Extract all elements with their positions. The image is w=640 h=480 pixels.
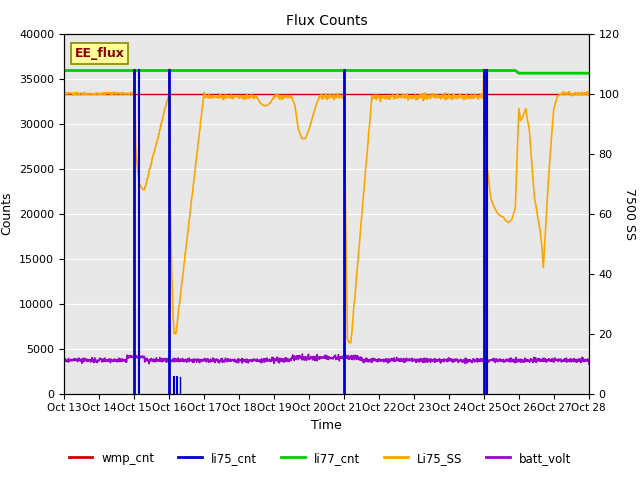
Y-axis label: 7500 SS: 7500 SS (623, 188, 636, 240)
Text: EE_flux: EE_flux (74, 47, 124, 60)
X-axis label: Time: Time (311, 419, 342, 432)
Title: Flux Counts: Flux Counts (285, 14, 367, 28)
Legend: wmp_cnt, li75_cnt, li77_cnt, Li75_SS, batt_volt: wmp_cnt, li75_cnt, li77_cnt, Li75_SS, ba… (64, 447, 576, 469)
Y-axis label: Counts: Counts (1, 192, 13, 235)
